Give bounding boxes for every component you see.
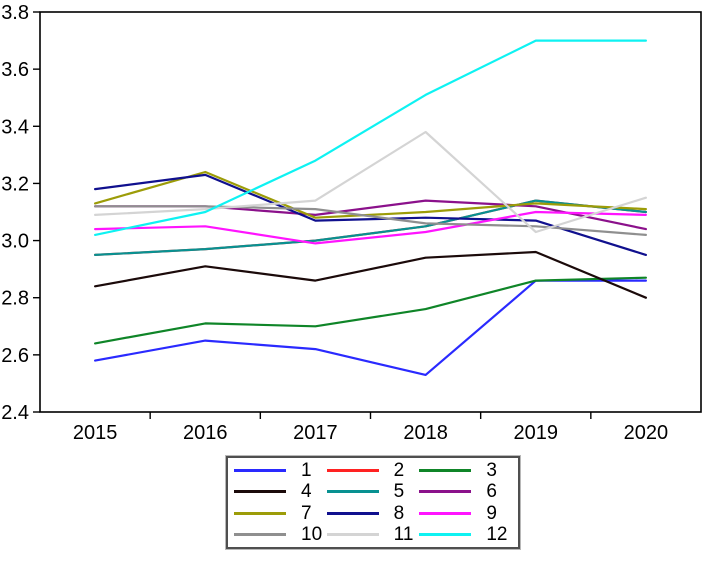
legend-label-9: 9: [486, 502, 497, 524]
legend-label-1: 1: [301, 460, 312, 482]
series-line-3: [93, 276, 648, 345]
legend-label-2: 2: [393, 460, 405, 482]
legend-item-12: 12: [419, 524, 512, 545]
legend-label-4: 4: [301, 481, 312, 503]
y-axis-tick-label: 3.6: [1, 59, 29, 81]
legend-item-5: 5: [326, 481, 420, 503]
legend-swatch-8: [326, 511, 379, 515]
series-line-10: [93, 205, 648, 236]
x-axis-tick-label: 2019: [514, 422, 559, 444]
legend-item-9: 9: [419, 503, 512, 524]
legend-swatch-2: [326, 469, 379, 473]
series-line-5: [93, 199, 648, 256]
series-line-12: [93, 39, 648, 236]
x-axis-tick-label: 2020: [624, 422, 669, 444]
legend-item-2: 2: [326, 460, 420, 482]
legend-swatch-4: [234, 490, 286, 494]
legend-label-5: 5: [393, 481, 405, 503]
y-axis-tick-label: 2.4: [1, 402, 29, 424]
x-axis-tick-label: 2017: [293, 422, 338, 444]
legend-swatch-7: [234, 511, 286, 515]
legend-item-1: 1: [234, 460, 327, 481]
legend-swatch-1: [234, 469, 286, 473]
legend-label-8: 8: [393, 502, 405, 524]
y-axis-tick-label: 2.8: [1, 288, 29, 310]
legend-swatch-3: [419, 469, 472, 473]
series-line-4: [93, 250, 648, 299]
legend-item-7: 7: [234, 503, 327, 524]
line-chart: 3.8 3.6 3.4 3.2 3.0 2.8 2.6 2.4 2015 2016 2017 2018…: [1, 2, 702, 444]
legend-label-12: 12: [486, 523, 508, 545]
legend-item-4: 4: [234, 481, 327, 502]
legend-item-3: 3: [419, 460, 512, 481]
x-axis-tick-label: 2015: [73, 422, 118, 444]
legend-item-8: 8: [326, 502, 420, 524]
legend-swatch-11: [326, 532, 379, 536]
legend-swatch-6: [419, 490, 472, 494]
x-axis-tick-label: 2016: [183, 422, 228, 444]
legend: 1 2 3 4 5 6 7 8 9 10 11 12: [225, 455, 521, 550]
legend-label-10: 10: [301, 523, 323, 545]
legend-swatch-12: [419, 532, 472, 536]
legend-item-11: 11: [326, 523, 420, 545]
legend-label-3: 3: [486, 460, 497, 482]
series-line-9: [93, 210, 648, 245]
legend-swatch-5: [326, 490, 379, 494]
y-axis-tick-label: 3.4: [1, 116, 29, 138]
y-axis-tick-label: 3.2: [1, 173, 29, 195]
legend-item-6: 6: [419, 481, 512, 502]
legend-swatch-9: [419, 511, 472, 515]
legend-label-11: 11: [393, 523, 414, 545]
legend-item-10: 10: [234, 524, 327, 545]
legend-label-6: 6: [486, 481, 497, 503]
y-axis-tick-label: 3.8: [1, 2, 29, 24]
y-axis-tick-label: 3.0: [1, 231, 29, 253]
x-axis-tick-label: 2018: [403, 422, 448, 444]
y-axis-tick-label: 2.6: [1, 345, 29, 367]
legend-label-7: 7: [301, 502, 312, 524]
series-line-11: [93, 130, 648, 234]
legend-swatch-10: [234, 532, 286, 536]
